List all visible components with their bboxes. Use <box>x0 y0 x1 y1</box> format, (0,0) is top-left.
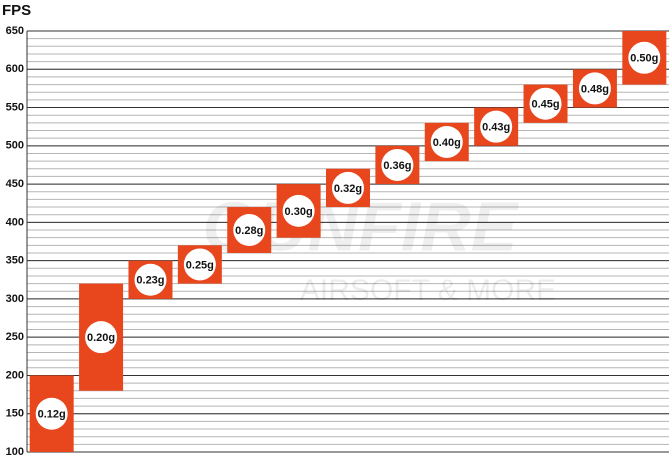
category-label: 0.20g <box>87 332 115 344</box>
category-label: 0.12g <box>38 409 66 421</box>
label-badge <box>529 87 562 120</box>
y-tick-label: 250 <box>6 331 24 343</box>
label-badge <box>233 214 266 247</box>
category-label: 0.25g <box>186 259 214 271</box>
watermark: AIRSOFT & MORE <box>300 274 556 307</box>
label-badge <box>430 125 463 158</box>
label-badge <box>35 397 68 430</box>
label-badge <box>85 321 118 354</box>
label-badge <box>332 171 364 204</box>
y-tick-label: 500 <box>6 140 24 152</box>
y-tick-label: 400 <box>6 216 24 228</box>
y-tick-label: 550 <box>6 101 24 113</box>
category-label: 0.28g <box>235 225 263 237</box>
y-tick-label: 100 <box>6 446 24 458</box>
label-badge <box>381 148 414 181</box>
label-badge <box>578 72 611 105</box>
category-label: 0.48g <box>581 83 609 95</box>
label-badge <box>480 110 513 143</box>
category-label: 0.30g <box>285 206 313 218</box>
label-badge <box>134 263 167 296</box>
y-tick-label: 650 <box>6 25 24 37</box>
category-label: 0.32g <box>334 183 362 195</box>
category-label: 0.40g <box>433 137 461 149</box>
y-tick-label: 150 <box>6 408 24 420</box>
y-tick-label: 450 <box>6 178 24 190</box>
category-label: 0.23g <box>136 275 164 287</box>
category-label: 0.36g <box>383 160 411 172</box>
label-badge <box>183 248 216 281</box>
y-tick-label: 600 <box>6 63 24 75</box>
y-tick-label: 200 <box>6 369 24 381</box>
y-tick-label: 350 <box>6 255 24 267</box>
label-badge <box>282 194 315 227</box>
axis-title: FPS <box>2 2 31 19</box>
category-label: 0.45g <box>531 99 559 111</box>
category-label: 0.43g <box>482 122 510 134</box>
category-label: 0.50g <box>630 53 658 65</box>
label-badge <box>628 41 661 74</box>
y-tick-label: 300 <box>6 293 24 305</box>
